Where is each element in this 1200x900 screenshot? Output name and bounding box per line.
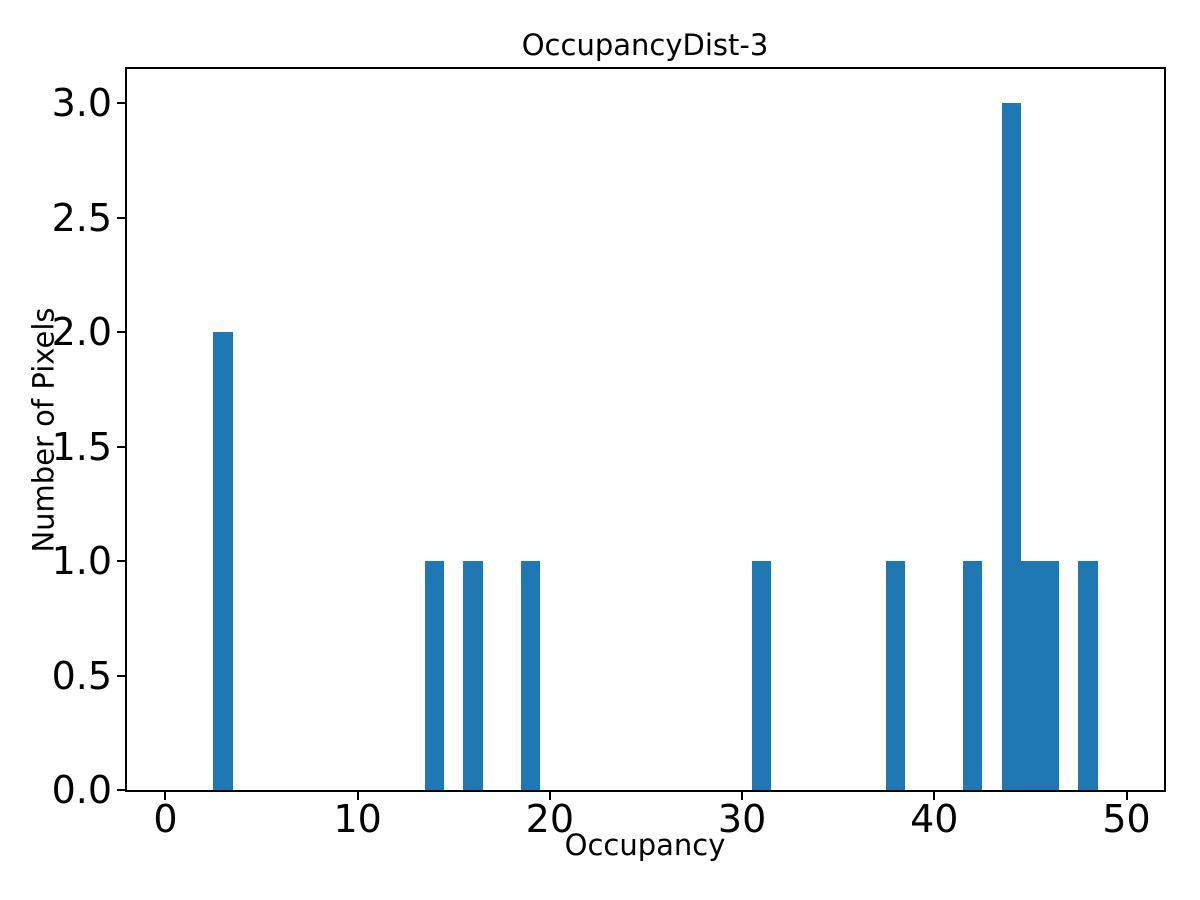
y-tick-label: 2.5 (51, 195, 112, 240)
histogram-bar (521, 561, 541, 790)
x-tick (1125, 792, 1128, 800)
histogram-bar (1001, 103, 1021, 790)
histogram-bar (424, 561, 445, 790)
x-tick-label: 30 (717, 797, 767, 841)
x-tick-label: 50 (1102, 797, 1151, 841)
y-tick-label: 2.0 (51, 310, 112, 355)
y-tick-label: 3.0 (51, 81, 112, 126)
y-tick (117, 789, 125, 791)
x-tick-label: 40 (910, 797, 959, 841)
y-tick (117, 216, 125, 219)
chart-title: OccupancyDist-3 (521, 28, 769, 62)
y-tick (117, 674, 125, 677)
y-tick-label: 0.5 (51, 653, 112, 698)
histogram-bar (751, 561, 771, 790)
histogram-bar (1040, 561, 1060, 790)
y-tick (117, 560, 125, 563)
x-axis-label: Occupancy (564, 828, 726, 862)
histogram-bar (963, 561, 983, 790)
x-tick (164, 792, 167, 800)
y-tick (117, 102, 125, 105)
histogram-bar (886, 561, 906, 790)
y-tick-label: 0.0 (51, 768, 112, 812)
histogram-bar (1020, 561, 1041, 790)
plot-area: 0 10 20 30 40 50 0.0 0.5 1.0 1.5 2.0 2.5 3.0 (52, 67, 1166, 838)
y-tick (117, 445, 125, 448)
x-tick (933, 792, 936, 800)
x-tick (548, 792, 551, 800)
y-tick-label: 1.5 (51, 424, 112, 469)
x-tick-label: 0 (153, 797, 178, 841)
histogram-bar (1078, 561, 1098, 790)
histogram-bar (213, 332, 233, 790)
y-tick (117, 331, 125, 334)
x-tick (356, 792, 359, 800)
histogram-bar (463, 561, 483, 790)
x-tick (741, 792, 744, 800)
y-tick-label: 1.0 (51, 539, 112, 584)
x-tick-label: 20 (525, 797, 575, 841)
x-tick-label: 10 (333, 797, 382, 841)
